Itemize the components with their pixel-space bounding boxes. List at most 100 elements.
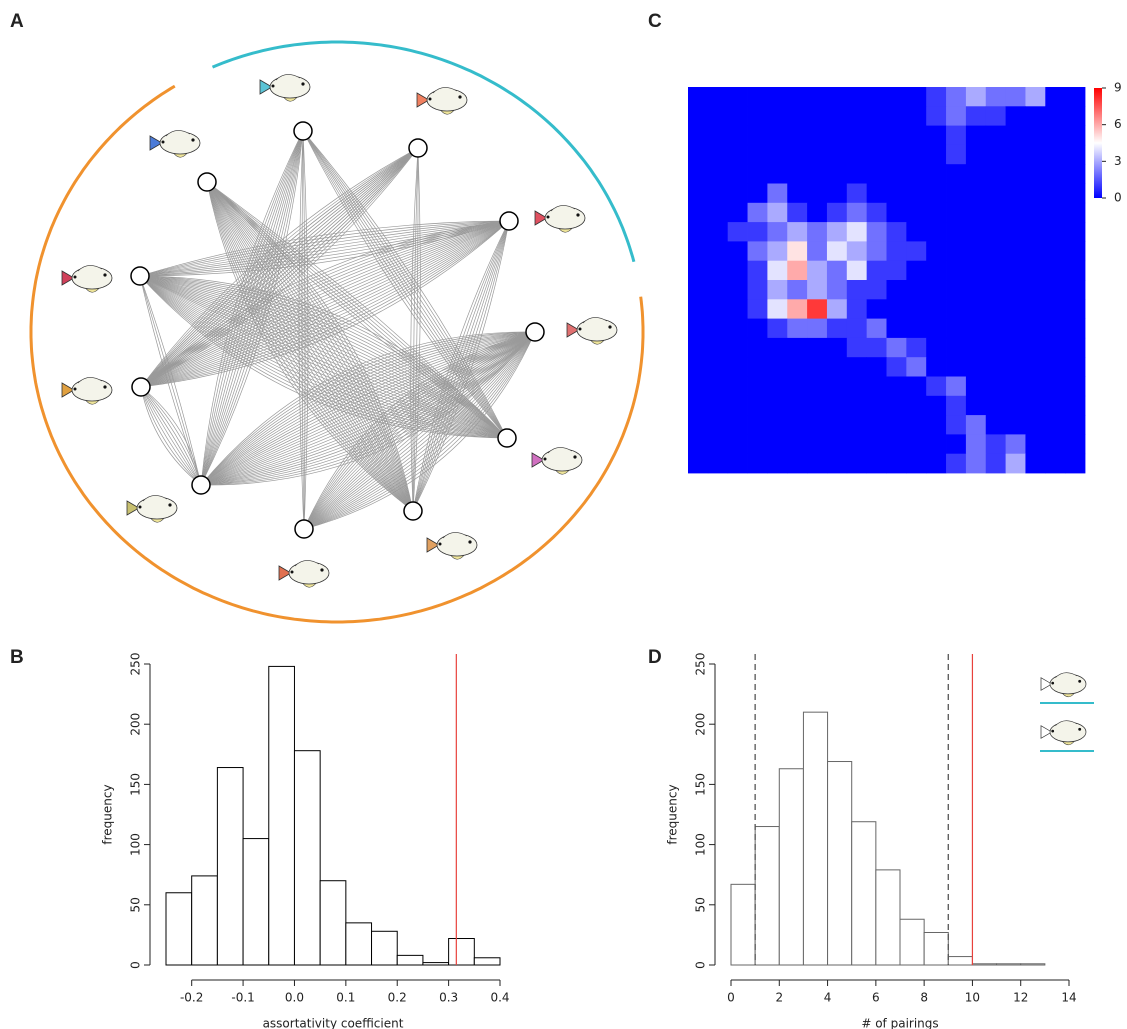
heatmap-cell — [1006, 184, 1026, 204]
x-tick-label: 0.2 — [388, 991, 407, 1005]
heatmap-cell — [827, 454, 847, 474]
heatmap-cell — [787, 299, 807, 319]
heatmap-cell — [906, 280, 926, 300]
heatmap-cell — [986, 106, 1006, 126]
network-edge — [141, 387, 201, 485]
heatmap-cell — [807, 241, 827, 261]
network-node — [526, 323, 544, 341]
histogram-bar — [924, 932, 948, 965]
heatmap-cell — [847, 396, 867, 416]
heatmap-cell — [827, 357, 847, 377]
heatmap-cell — [767, 338, 787, 358]
fish-body — [1050, 722, 1086, 742]
heatmap-cell — [1006, 377, 1026, 397]
heatmap-cell — [807, 87, 827, 107]
heatmap-cell — [986, 434, 1006, 454]
heatmap-cell — [708, 184, 728, 204]
heatmap-cell — [966, 145, 986, 165]
heatmap-cell — [1025, 87, 1045, 107]
y-tick-label: 50 — [129, 897, 143, 912]
heatmap-cell — [807, 396, 827, 416]
heatmap-cell — [906, 454, 926, 474]
heatmap-cell — [906, 261, 926, 281]
heatmap-cell — [926, 126, 946, 146]
heatmap-cell — [807, 319, 827, 339]
heatmap-cell — [708, 434, 728, 454]
histogram-bar — [972, 964, 996, 965]
heatmap-cell — [1065, 184, 1085, 204]
heatmap-cell — [708, 203, 728, 223]
heatmap-cell — [847, 454, 867, 474]
heatmap-cell — [708, 87, 728, 107]
heatmap-cell — [1065, 415, 1085, 435]
heatmap-cell — [1006, 434, 1026, 454]
heatmap-cell — [926, 434, 946, 454]
heatmap-cell — [688, 126, 708, 146]
heatmap-cell — [827, 164, 847, 184]
fish-eye — [320, 568, 323, 571]
histogram-bar — [166, 893, 192, 965]
heatmap-cell — [1065, 203, 1085, 223]
heatmap-cell — [1065, 396, 1085, 416]
heatmap-cell — [807, 164, 827, 184]
heatmap-cell — [887, 241, 907, 261]
y-tick-label: 150 — [129, 773, 143, 796]
heatmap-cell — [966, 164, 986, 184]
group-arc — [31, 86, 643, 622]
heatmap-cell — [827, 280, 847, 300]
y-tick-label: 0 — [129, 961, 143, 969]
heatmap-cell — [767, 184, 787, 204]
heatmap-cell — [1025, 106, 1045, 126]
heatmap-cell — [728, 415, 748, 435]
heatmap-cell — [1025, 319, 1045, 339]
y-axis-label: frequency — [666, 784, 680, 844]
heatmap-cell — [728, 87, 748, 107]
network-node — [500, 212, 518, 230]
heatmap-cell — [1025, 415, 1045, 435]
heatmap-cell — [986, 241, 1006, 261]
heatmap-cell — [867, 454, 887, 474]
heatmap-cell — [887, 87, 907, 107]
heatmap-cell — [767, 434, 787, 454]
heatmap-cell — [807, 261, 827, 281]
heatmap-cell — [946, 319, 966, 339]
heatmap-cell — [966, 203, 986, 223]
x-tick-label: 6 — [872, 991, 880, 1005]
network-edge — [141, 387, 201, 485]
heatmap-cell — [1006, 106, 1026, 126]
heatmap-cell — [1045, 222, 1065, 242]
heatmap-cell — [847, 377, 867, 397]
heatmap-cell — [906, 434, 926, 454]
heatmap-cell — [926, 261, 946, 281]
heatmap-cell — [708, 126, 728, 146]
heatmap-cell — [787, 106, 807, 126]
heatmap-cell — [1045, 319, 1065, 339]
y-tick-label: 250 — [129, 653, 143, 676]
heatmap-cell — [767, 319, 787, 339]
heatmap-cell — [1045, 126, 1065, 146]
heatmap-cell — [748, 299, 768, 319]
heatmap-cell — [966, 299, 986, 319]
heatmap-cell — [807, 106, 827, 126]
heatmap-cell — [926, 203, 946, 223]
x-axis-label: assortativity coefficient — [263, 1017, 404, 1029]
heatmap-cell — [708, 145, 728, 165]
heatmap-cell — [906, 338, 926, 358]
heatmap-cell — [767, 145, 787, 165]
fish-spot — [547, 216, 550, 219]
heatmap-cell — [906, 106, 926, 126]
x-tick-label: 10 — [965, 991, 980, 1005]
heatmap-cell — [946, 338, 966, 358]
heatmap-cell — [926, 164, 946, 184]
heatmap-cell — [887, 338, 907, 358]
heatmap-cell — [748, 126, 768, 146]
histogram-bar — [803, 712, 827, 965]
heatmap-cell — [887, 145, 907, 165]
colorbar-label: 3 — [1114, 154, 1122, 168]
heatmap-cell — [1006, 261, 1026, 281]
heatmap-cell — [688, 396, 708, 416]
heatmap-cell — [867, 241, 887, 261]
heatmap-cell — [946, 241, 966, 261]
heatmap-cell — [688, 164, 708, 184]
heatmap-cell — [787, 261, 807, 281]
